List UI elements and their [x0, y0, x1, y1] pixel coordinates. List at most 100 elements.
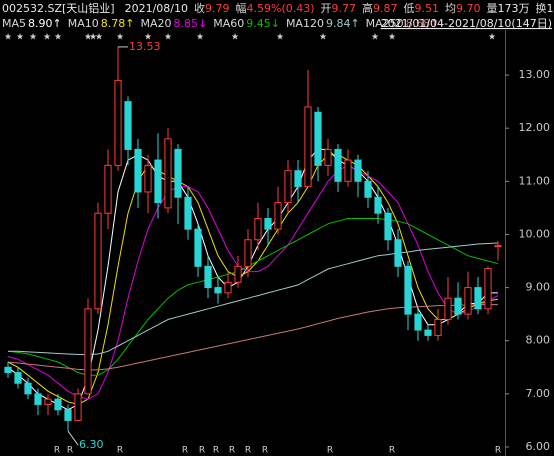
field-value: 9.87 — [373, 2, 398, 15]
ma-legend-value: 9.84↑ — [326, 17, 360, 30]
event-marker: R — [327, 446, 333, 456]
ma-legend-value: 8.90↑ — [28, 17, 62, 30]
candle-body — [124, 101, 132, 150]
ma-legend-value: 8.85↓ — [173, 17, 207, 30]
candle-body — [294, 170, 302, 188]
candle-body — [314, 111, 322, 166]
ma-line — [7, 154, 499, 406]
candle-body — [214, 287, 222, 294]
event-marker: R — [67, 446, 73, 456]
ma-legend-label: MA120 — [286, 17, 324, 30]
event-marker: ★ — [388, 33, 396, 43]
ma-legend-label: MA20 — [140, 17, 171, 30]
candle-body — [104, 164, 112, 214]
event-marker: ★ — [89, 33, 97, 43]
ma-legend-label: MA250 — [366, 17, 404, 30]
stock-code: 002532.SZ[天山铝业] — [2, 1, 115, 15]
event-marker: R — [389, 446, 395, 456]
candle-body — [224, 281, 232, 294]
date-range: 2021/01/04-2021/08/10(147日) — [381, 17, 552, 30]
candle-body — [344, 159, 352, 182]
candle-body — [434, 318, 442, 336]
candle-body — [274, 202, 282, 230]
event-marker: ★ — [16, 33, 24, 43]
ma-legend-label: MA10 — [68, 17, 99, 30]
candle-body — [484, 267, 492, 310]
field-label: 幅 — [236, 2, 247, 15]
candle-body — [144, 164, 152, 193]
field-value: 9.70 — [456, 2, 481, 15]
candle-body — [194, 228, 202, 267]
event-marker: ★ — [95, 33, 103, 43]
candle-body — [404, 265, 412, 315]
event-marker: R — [117, 446, 123, 456]
event-marker: R — [54, 446, 60, 456]
candle-body — [204, 265, 212, 289]
y-tick-label: 13.00 — [519, 68, 551, 81]
candle-body — [74, 393, 82, 421]
candle-body — [324, 148, 332, 166]
event-marker: R — [182, 446, 188, 456]
event-marker: ★ — [319, 33, 327, 43]
candle-body — [364, 180, 372, 198]
candle-body — [234, 265, 242, 283]
event-marker: R — [229, 446, 235, 456]
candle-body — [34, 393, 42, 405]
annotation-label: 6.30 — [79, 438, 104, 451]
y-tick-label: 10.00 — [519, 227, 551, 240]
ma-legend-value: 9.45↓ — [246, 17, 280, 30]
event-marker: R — [199, 446, 205, 456]
candle-body — [464, 287, 472, 315]
y-tick-label: 12.00 — [519, 121, 551, 134]
field-label: 量 — [487, 2, 498, 15]
candle-body — [254, 218, 262, 241]
candle-body — [454, 297, 462, 315]
candle-body — [424, 329, 432, 336]
candle-body — [4, 366, 12, 374]
field-label: 换 — [536, 1, 547, 15]
event-marker: ★ — [116, 33, 124, 43]
candle-body — [444, 297, 452, 320]
quote-header: 002532.SZ[天山铝业] 2021/08/10 收9.79 幅4.59%(0.4… — [2, 1, 554, 15]
candle-body — [154, 159, 162, 204]
candle-body — [84, 308, 92, 395]
candle-body — [184, 196, 192, 230]
candle-body — [284, 170, 292, 204]
field-value: 173万 — [498, 2, 530, 15]
ma-legend-label: MA60 — [213, 17, 244, 30]
candle-body — [134, 148, 142, 193]
field-label: 收 — [194, 1, 205, 15]
candle-body — [334, 148, 342, 182]
event-marker: ★ — [54, 33, 62, 43]
field-label: 低 — [404, 2, 415, 15]
field-value: 9.79 — [205, 2, 230, 15]
ma-legend: MA5 8.90↑ MA10 8.78↑ MA20 8.85↓ MA60 9.45↓ MA120… — [2, 17, 439, 30]
candle-body — [354, 159, 362, 182]
y-tick-label: 9.00 — [526, 281, 551, 294]
annotation-label: 13.53 — [129, 40, 161, 53]
candle-body — [414, 313, 422, 331]
ma-legend-value: 8.68↑ — [406, 17, 440, 30]
ma-line — [7, 164, 499, 400]
annotation-leader — [67, 430, 79, 446]
candle-body — [114, 79, 122, 166]
y-tick-label: 6.00 — [526, 440, 551, 453]
candle-body — [24, 382, 32, 395]
y-tick-label: 7.00 — [526, 387, 551, 400]
candle-body — [304, 106, 312, 188]
event-marker: ★ — [84, 33, 92, 43]
field-value: 9.51 — [415, 2, 440, 15]
y-tick-label: 8.00 — [526, 334, 551, 347]
event-marker: ★ — [231, 33, 239, 43]
candle-body — [474, 287, 482, 310]
event-marker: ★ — [371, 33, 379, 43]
event-marker: ★ — [164, 33, 172, 43]
y-tick-label: 11.00 — [519, 174, 551, 187]
candle-body — [384, 212, 392, 241]
candle-body — [44, 398, 52, 405]
candle-body — [244, 239, 252, 267]
event-marker: ★ — [29, 33, 37, 43]
event-marker: ★ — [43, 33, 51, 43]
